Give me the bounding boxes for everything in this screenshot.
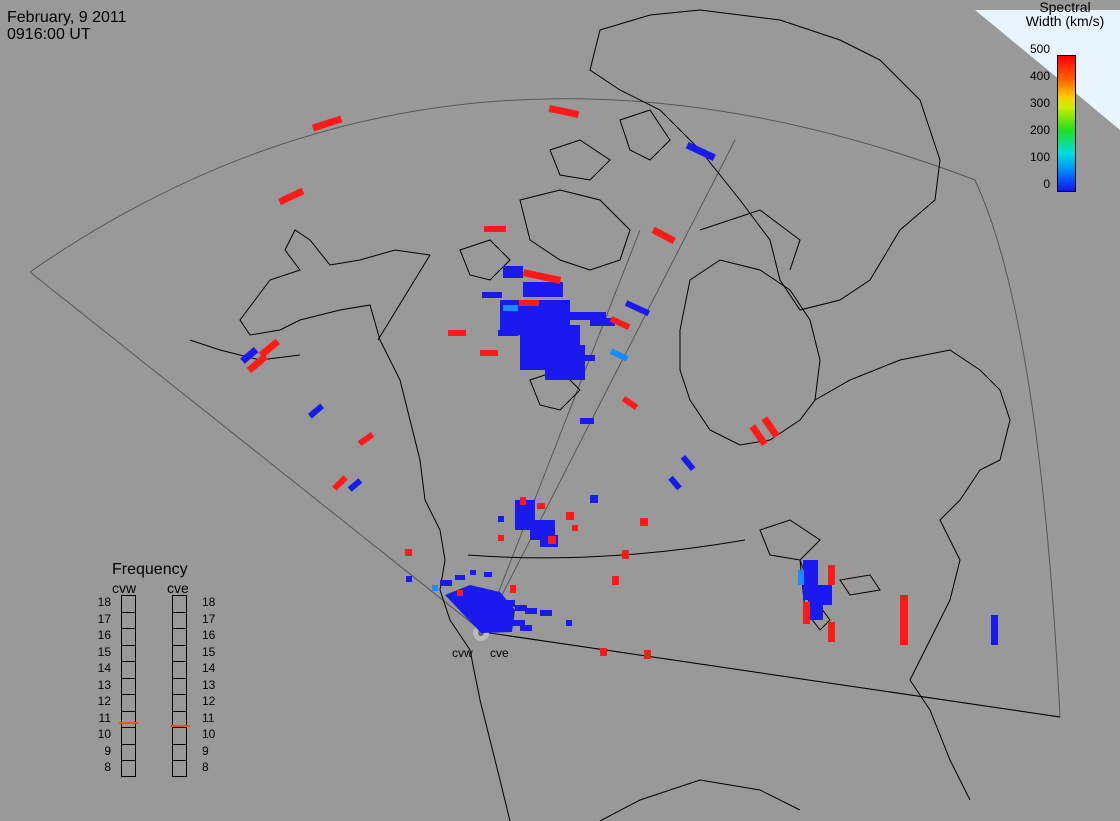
ladder-gridline xyxy=(121,628,136,629)
ladder-gridline xyxy=(121,661,136,662)
colorbar-title-line1: Spectral xyxy=(1020,0,1110,14)
echo-cell xyxy=(798,570,804,585)
frequency-level-label: 17 xyxy=(202,612,224,626)
frequency-level-label: 9 xyxy=(89,744,111,758)
ladder-gridline xyxy=(172,711,187,712)
ladder-gridline xyxy=(172,628,187,629)
frequency-level-label: 13 xyxy=(202,678,224,692)
frequency-level-label: 14 xyxy=(89,661,111,675)
ladder-gridline xyxy=(172,694,187,695)
frequency-level-label: 9 xyxy=(202,744,224,758)
frequency-title: Frequency xyxy=(112,561,188,579)
echo-cluster-mid xyxy=(240,142,716,582)
frequency-level-label: 13 xyxy=(89,678,111,692)
frequency-level-label: 18 xyxy=(202,595,224,609)
ladder-gridline xyxy=(121,612,136,613)
borders xyxy=(378,255,1060,717)
radar-label-cve: cve xyxy=(167,580,189,596)
ladder-gridline xyxy=(172,727,187,728)
date-label: February, 9 2011 xyxy=(7,10,126,26)
frequency-level-label: 11 xyxy=(202,711,224,725)
ladder-gridline xyxy=(121,678,136,679)
ladder-gridline xyxy=(172,760,187,761)
colorbar-tick-label: 0 xyxy=(1010,177,1050,191)
ladder-gridline xyxy=(172,678,187,679)
time-label: 0916:00 UT xyxy=(7,27,91,43)
echo-cell xyxy=(432,585,438,591)
frequency-marker-cve xyxy=(170,725,190,727)
ladder-gridline xyxy=(172,744,187,745)
ladder-gridline xyxy=(121,760,136,761)
radar-site-label-cvw: cvw xyxy=(452,646,473,660)
frequency-level-label: 15 xyxy=(89,645,111,659)
colorbar xyxy=(1057,55,1076,192)
frequency-level-label: 16 xyxy=(89,628,111,642)
ladder-gridline xyxy=(121,645,136,646)
frequency-ladder-cvw xyxy=(121,595,136,777)
ladder-gridline xyxy=(121,727,136,728)
frequency-level-label: 8 xyxy=(89,760,111,774)
frequency-level-label: 17 xyxy=(89,612,111,626)
colorbar-tick-label: 500 xyxy=(1010,42,1050,56)
colorbar-tick-label: 400 xyxy=(1010,69,1050,83)
colorbar-tick-label: 300 xyxy=(1010,96,1050,110)
frequency-level-label: 18 xyxy=(89,595,111,609)
frequency-level-label: 15 xyxy=(202,645,224,659)
frequency-marker-cvw xyxy=(119,722,139,724)
frequency-level-label: 16 xyxy=(202,628,224,642)
frequency-level-label: 8 xyxy=(202,760,224,774)
colorbar-tick-label: 200 xyxy=(1010,123,1050,137)
echo-cell xyxy=(610,348,629,361)
frequency-ladder-cve xyxy=(172,595,187,777)
beam-line xyxy=(483,140,735,632)
ladder-gridline xyxy=(172,612,187,613)
ladder-gridline xyxy=(172,661,187,662)
colorbar-tick-label: 100 xyxy=(1010,150,1050,164)
radar-site-label-cve: cve xyxy=(490,646,509,660)
colorbar-title-line2: Width (km/s) xyxy=(1012,14,1118,28)
radar-label-cvw: cvw xyxy=(112,580,136,596)
ladder-gridline xyxy=(121,744,136,745)
ladder-gridline xyxy=(172,645,187,646)
ladder-gridline xyxy=(121,694,136,695)
frequency-level-label: 14 xyxy=(202,661,224,675)
echo-cell xyxy=(503,305,518,311)
frequency-level-label: 11 xyxy=(89,711,111,725)
ladder-gridline xyxy=(121,711,136,712)
frequency-level-label: 10 xyxy=(202,727,224,741)
frequency-level-label: 10 xyxy=(89,727,111,741)
frequency-level-label: 12 xyxy=(202,694,224,708)
frequency-level-label: 12 xyxy=(89,694,111,708)
